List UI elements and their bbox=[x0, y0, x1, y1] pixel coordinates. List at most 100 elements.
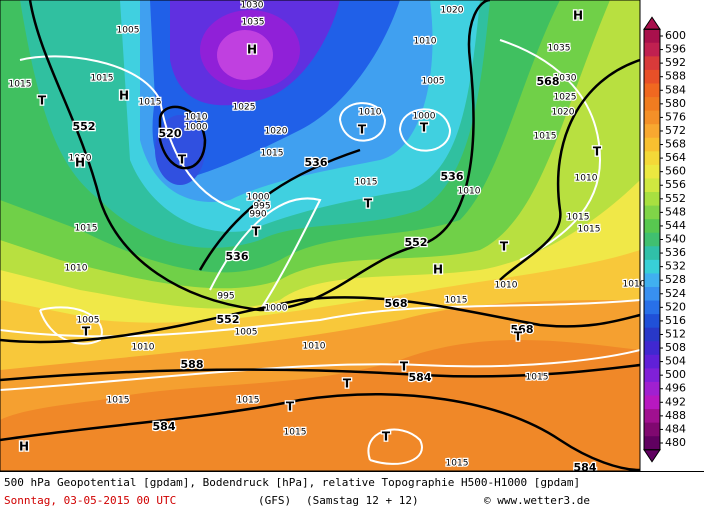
isobar-label: 1015 bbox=[534, 132, 557, 142]
isobar-label: 1030 bbox=[69, 154, 92, 164]
map-fields bbox=[0, 0, 640, 471]
caption-model: (GFS) bbox=[258, 494, 291, 507]
isobar-label: 1010 bbox=[65, 264, 88, 274]
isobar-label: 1010 bbox=[414, 37, 437, 47]
colorbar-swatch bbox=[644, 124, 660, 139]
pressure-center: H bbox=[433, 263, 443, 277]
colorbar-label: 480 bbox=[665, 436, 686, 449]
isobar-label: 1010 bbox=[185, 113, 208, 123]
colorbar-swatch bbox=[644, 409, 660, 424]
colorbar-swatch bbox=[644, 69, 660, 84]
isobar-label: 1000 bbox=[413, 112, 436, 122]
pressure-center: T bbox=[82, 325, 91, 339]
pressure-center: T bbox=[38, 94, 47, 108]
isobar-label: 1005 bbox=[235, 328, 258, 338]
colorbar-label: 516 bbox=[665, 314, 686, 327]
pressure-center: T bbox=[358, 123, 367, 137]
colorbar-swatch bbox=[644, 97, 660, 112]
pressure-center: T bbox=[252, 225, 261, 239]
isobar-label: 995 bbox=[253, 202, 270, 212]
colorbar-label: 588 bbox=[665, 70, 686, 83]
colorbar-swatch bbox=[644, 354, 660, 369]
pressure-center: T bbox=[382, 430, 391, 444]
isobar-label: 1025 bbox=[233, 103, 256, 113]
geopotential-label: 552 bbox=[73, 120, 96, 133]
caption-date: Sonntag, 03-05-2015 00 UTC bbox=[4, 494, 176, 507]
colorbar-swatch bbox=[644, 381, 660, 397]
geopotential-label: 520 bbox=[159, 127, 182, 140]
geopotential-label: 552 bbox=[217, 313, 240, 326]
geopotential-label: 536 bbox=[305, 156, 328, 169]
colorbar-swatch bbox=[644, 286, 660, 302]
colorbar-label: 544 bbox=[665, 219, 686, 232]
colorbar-label: 528 bbox=[665, 273, 686, 286]
colorbar-cap-bottom bbox=[643, 449, 661, 463]
isobar-label: 1010 bbox=[495, 281, 518, 291]
colorbar-swatch bbox=[644, 83, 660, 98]
contours bbox=[0, 0, 641, 472]
colorbar-label: 596 bbox=[665, 43, 686, 56]
colorbar-label: 568 bbox=[665, 138, 686, 151]
isobar-label: 1000 bbox=[265, 304, 288, 314]
colorbar-swatch bbox=[644, 56, 660, 71]
colorbar-swatch bbox=[644, 436, 660, 451]
colorbar-label: 580 bbox=[665, 97, 686, 110]
pressure-center: T bbox=[178, 153, 187, 167]
isobar-label: 1010 bbox=[132, 343, 155, 353]
colorbar-label: 484 bbox=[665, 422, 686, 435]
colorbar-swatch bbox=[644, 42, 660, 57]
isobar-label: 1010 bbox=[303, 342, 326, 352]
colorbar-swatch bbox=[644, 151, 660, 166]
isobar-label: 1015 bbox=[526, 373, 549, 383]
pressure-center: T bbox=[343, 377, 352, 391]
isobar-label: 1015 bbox=[355, 178, 378, 188]
isobar-label: 1015 bbox=[107, 396, 130, 406]
colorbar-swatch bbox=[644, 368, 660, 383]
colorbar-swatch bbox=[644, 300, 660, 315]
pressure-center: T bbox=[400, 360, 409, 374]
pressure-center: H bbox=[19, 440, 29, 454]
isobar-label: 1020 bbox=[441, 6, 464, 16]
pressure-center: H bbox=[573, 9, 583, 23]
colorbar-label: 508 bbox=[665, 341, 686, 354]
geopotential-label: 552 bbox=[405, 236, 428, 249]
geopotential-label: 568 bbox=[537, 75, 560, 88]
pressure-center: T bbox=[364, 197, 373, 211]
colorbar-label: 564 bbox=[665, 151, 686, 164]
isobar-label: 1010 bbox=[359, 108, 382, 118]
colorbar-frame bbox=[643, 28, 661, 451]
geopotential-label: 584 bbox=[409, 371, 432, 384]
isobar-label: 1035 bbox=[548, 44, 571, 54]
colorbar-label: 536 bbox=[665, 246, 686, 259]
isobar-label: 1015 bbox=[261, 149, 284, 159]
pressure-center: T bbox=[286, 400, 295, 414]
colorbar-swatch bbox=[644, 246, 660, 261]
geopotential-label: 536 bbox=[226, 250, 249, 263]
pressure-center: T bbox=[420, 121, 429, 135]
colorbar-label: 488 bbox=[665, 409, 686, 422]
colorbar-swatch bbox=[644, 205, 660, 220]
colorbar-label: 532 bbox=[665, 260, 686, 273]
isobar-label: 1010 bbox=[575, 174, 598, 184]
geopotential-label: 588 bbox=[181, 358, 204, 371]
colorbar-swatch bbox=[644, 422, 660, 437]
colorbar-label: 524 bbox=[665, 287, 686, 300]
colorbar-swatch bbox=[644, 110, 660, 125]
colorbar-label: 496 bbox=[665, 382, 686, 395]
colorbar-swatch bbox=[644, 219, 660, 234]
colorbar-label: 560 bbox=[665, 165, 686, 178]
isobar-label: 1015 bbox=[284, 428, 307, 438]
colorbar-label: 552 bbox=[665, 192, 686, 205]
colorbar-label: 572 bbox=[665, 124, 686, 137]
isobar-label: 1015 bbox=[578, 225, 601, 235]
isobar-label: 1005 bbox=[117, 26, 140, 36]
colorbar-label: 592 bbox=[665, 56, 686, 69]
isobar-label: 1020 bbox=[552, 108, 575, 118]
isobar-label: 1035 bbox=[242, 18, 265, 28]
isobar-label: 1015 bbox=[139, 98, 162, 108]
colorbar-label: 600 bbox=[665, 29, 686, 42]
pressure-center: H bbox=[247, 43, 257, 57]
geopotential-label: 568 bbox=[511, 323, 534, 336]
colorbar-label: 584 bbox=[665, 83, 686, 96]
